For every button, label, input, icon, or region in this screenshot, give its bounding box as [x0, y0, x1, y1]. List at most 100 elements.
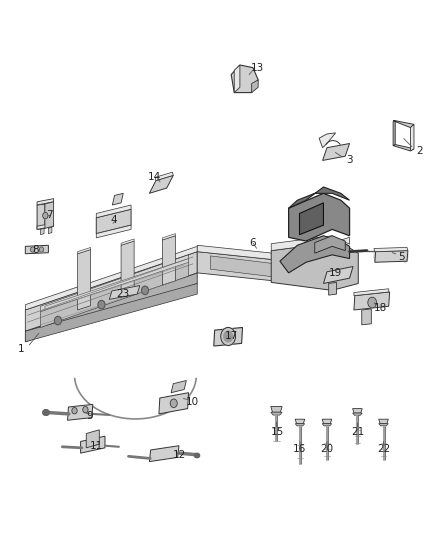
Circle shape — [224, 331, 233, 342]
Text: 8: 8 — [32, 245, 39, 255]
Polygon shape — [96, 209, 131, 233]
Polygon shape — [322, 143, 350, 160]
Circle shape — [368, 297, 377, 308]
Polygon shape — [121, 241, 134, 297]
Polygon shape — [295, 419, 305, 424]
Text: 17: 17 — [225, 332, 238, 342]
Polygon shape — [113, 193, 123, 205]
Circle shape — [221, 327, 236, 345]
Circle shape — [83, 407, 88, 413]
Circle shape — [170, 399, 177, 408]
Polygon shape — [45, 202, 53, 228]
Polygon shape — [210, 256, 280, 278]
Ellipse shape — [374, 251, 379, 262]
Text: 23: 23 — [116, 289, 129, 299]
Polygon shape — [271, 412, 282, 415]
Polygon shape — [354, 292, 390, 310]
Text: 10: 10 — [185, 397, 198, 407]
Polygon shape — [379, 419, 389, 424]
Polygon shape — [393, 120, 395, 146]
Text: 13: 13 — [251, 63, 264, 72]
Polygon shape — [25, 284, 197, 342]
Polygon shape — [374, 247, 408, 252]
Polygon shape — [171, 381, 186, 393]
Polygon shape — [322, 419, 332, 424]
Polygon shape — [67, 405, 93, 420]
Polygon shape — [25, 245, 48, 254]
Polygon shape — [162, 236, 176, 285]
Text: 5: 5 — [399, 252, 405, 262]
Polygon shape — [231, 65, 258, 93]
Polygon shape — [37, 223, 53, 229]
Ellipse shape — [403, 251, 408, 262]
Polygon shape — [271, 236, 350, 251]
Polygon shape — [25, 246, 197, 310]
Polygon shape — [37, 199, 53, 205]
Text: 12: 12 — [172, 450, 186, 460]
Circle shape — [43, 213, 48, 219]
Polygon shape — [362, 309, 371, 325]
Polygon shape — [214, 327, 243, 346]
Polygon shape — [41, 260, 188, 327]
Polygon shape — [379, 424, 389, 426]
Polygon shape — [375, 251, 408, 262]
Polygon shape — [149, 175, 173, 193]
Polygon shape — [159, 393, 188, 414]
Text: 11: 11 — [90, 441, 103, 451]
Circle shape — [141, 286, 148, 295]
Polygon shape — [289, 187, 350, 208]
Text: 22: 22 — [377, 445, 390, 455]
Polygon shape — [45, 259, 188, 310]
Polygon shape — [393, 144, 414, 151]
Polygon shape — [353, 409, 362, 413]
Polygon shape — [96, 225, 131, 238]
Text: 16: 16 — [293, 445, 306, 455]
Polygon shape — [252, 80, 258, 93]
Polygon shape — [25, 273, 197, 342]
Text: 18: 18 — [374, 303, 387, 313]
Polygon shape — [197, 252, 289, 282]
Circle shape — [98, 301, 105, 309]
Polygon shape — [149, 446, 179, 462]
Circle shape — [39, 247, 44, 252]
Circle shape — [72, 408, 77, 414]
Text: 6: 6 — [250, 238, 256, 248]
Text: 9: 9 — [86, 411, 92, 421]
Text: 19: 19 — [329, 268, 342, 278]
Polygon shape — [197, 245, 289, 261]
Polygon shape — [162, 233, 176, 240]
Circle shape — [31, 247, 35, 252]
Polygon shape — [315, 236, 345, 253]
Polygon shape — [81, 436, 105, 453]
Polygon shape — [328, 282, 336, 295]
Polygon shape — [410, 124, 414, 151]
Polygon shape — [25, 252, 197, 331]
Polygon shape — [41, 255, 188, 312]
Text: 21: 21 — [351, 427, 364, 437]
Text: 4: 4 — [110, 215, 117, 225]
Polygon shape — [121, 239, 134, 245]
Polygon shape — [289, 193, 350, 241]
Polygon shape — [353, 413, 362, 415]
Polygon shape — [37, 204, 45, 229]
Polygon shape — [234, 65, 240, 93]
Polygon shape — [48, 227, 52, 233]
Polygon shape — [110, 286, 140, 300]
Polygon shape — [322, 424, 332, 426]
Polygon shape — [319, 133, 336, 148]
Polygon shape — [295, 424, 305, 426]
Text: 1: 1 — [18, 344, 24, 354]
Polygon shape — [78, 249, 91, 310]
Polygon shape — [271, 243, 358, 290]
Polygon shape — [271, 407, 282, 412]
Text: 7: 7 — [46, 209, 53, 220]
Polygon shape — [393, 120, 414, 127]
Polygon shape — [78, 247, 91, 254]
Polygon shape — [41, 228, 44, 235]
Polygon shape — [323, 266, 353, 284]
Polygon shape — [280, 236, 350, 273]
Text: 15: 15 — [271, 427, 284, 437]
Polygon shape — [96, 205, 131, 217]
Text: 3: 3 — [346, 156, 353, 165]
Text: 2: 2 — [416, 146, 423, 156]
